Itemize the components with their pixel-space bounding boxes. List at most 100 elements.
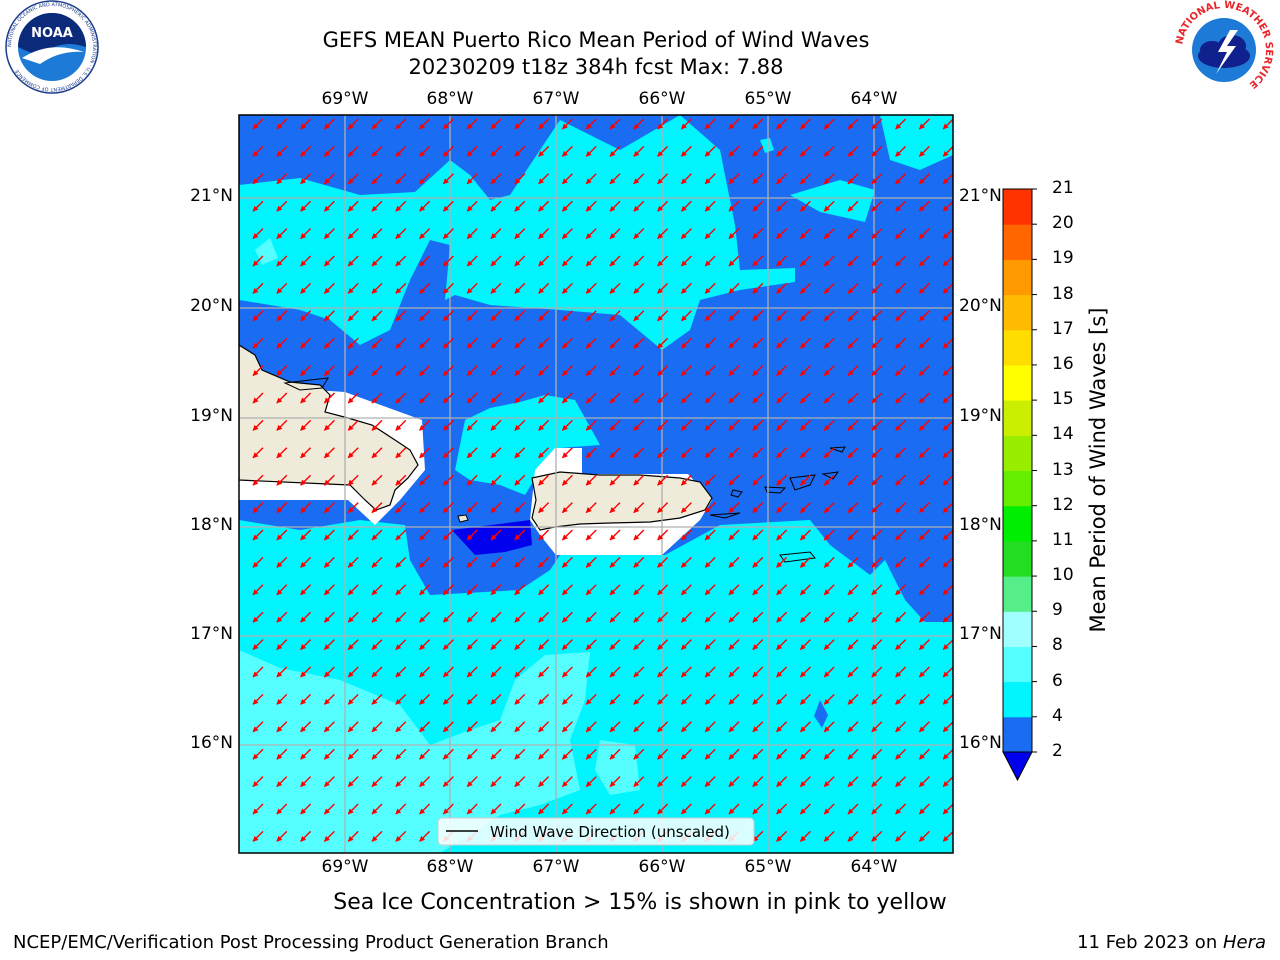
colorbar-tick-label: 6 [1052, 670, 1063, 691]
wind-wave-vector [252, 392, 264, 404]
wind-wave-vector [300, 419, 312, 431]
wind-wave-vector [823, 337, 835, 349]
colorbar-segment [1003, 435, 1032, 471]
wind-wave-vector [371, 830, 383, 842]
wind-wave-vector [752, 666, 764, 678]
wind-wave-vector [918, 803, 930, 815]
wind-wave-vector [871, 200, 883, 212]
wind-wave-vector [657, 474, 669, 486]
wind-wave-vector [871, 556, 883, 568]
wind-wave-vector [466, 392, 478, 404]
wind-wave-vector [657, 611, 669, 623]
wind-wave-vector [680, 721, 692, 733]
wind-wave-vector [728, 474, 740, 486]
wind-wave-vector [942, 365, 953, 377]
wind-wave-vector [561, 556, 573, 568]
wind-wave-vector [347, 803, 359, 815]
wind-wave-vector [657, 666, 669, 678]
wind-wave-vector [799, 365, 811, 377]
wind-wave-vector [776, 556, 788, 568]
wind-wave-vector [847, 255, 859, 267]
wind-wave-vector [609, 748, 621, 760]
wind-wave-vector [371, 611, 383, 623]
wind-wave-vector [680, 474, 692, 486]
wind-wave-vector [633, 419, 645, 431]
wind-wave-vector [323, 721, 335, 733]
wind-wave-vector [633, 584, 645, 596]
wind-wave-vector [728, 529, 740, 541]
wind-wave-vector [514, 118, 526, 130]
wind-wave-vector [395, 419, 407, 431]
wind-wave-vector [442, 584, 454, 596]
wind-wave-vector [704, 748, 716, 760]
lat-tick-right: 16°N [959, 733, 1002, 753]
wind-wave-vector [347, 255, 359, 267]
wind-wave-vector [942, 392, 953, 404]
wind-wave-vector [752, 776, 764, 788]
wind-wave-vector [347, 310, 359, 322]
wind-wave-vector [799, 282, 811, 294]
wind-wave-vector [585, 255, 597, 267]
wind-wave-vector [585, 118, 597, 130]
lon-tick-bottom: 65°W [744, 857, 792, 877]
wind-wave-vector [728, 776, 740, 788]
wind-wave-vector [561, 228, 573, 240]
wind-wave-vector [466, 228, 478, 240]
wind-wave-vector [871, 529, 883, 541]
colorbar-tick-label: 11 [1052, 529, 1074, 550]
wind-wave-vector [347, 693, 359, 705]
wind-wave-vector [276, 365, 288, 377]
wind-wave-vector [585, 447, 597, 459]
colorbar-segment [1003, 611, 1032, 647]
wind-wave-vector [585, 365, 597, 377]
wind-wave-vector [323, 693, 335, 705]
wind-wave-vector [680, 228, 692, 240]
wind-wave-vector [585, 721, 597, 733]
colorbar-segment [1003, 681, 1032, 718]
wind-wave-vector [347, 666, 359, 678]
wind-wave-vector [895, 748, 907, 760]
wind-wave-vector [514, 556, 526, 568]
wind-wave-vector [918, 693, 930, 705]
wind-wave-vector [728, 666, 740, 678]
wind-wave-vector [347, 830, 359, 842]
period-4-6-central-region [455, 395, 600, 495]
wind-wave-vector [752, 419, 764, 431]
wind-wave-vector [323, 748, 335, 760]
wind-wave-vector [276, 337, 288, 349]
wind-wave-vector [371, 502, 383, 514]
wind-wave-vector [776, 365, 788, 377]
wind-wave-vector [466, 474, 478, 486]
wind-wave-vector [276, 584, 288, 596]
wind-wave-vector [704, 337, 716, 349]
wind-wave-vector [895, 337, 907, 349]
wind-wave-vector [704, 502, 716, 514]
wind-wave-vector [442, 145, 454, 157]
wind-wave-vector [466, 365, 478, 377]
wind-wave-vector [823, 830, 835, 842]
footer-credit: NCEP/EMC/Verification Post Processing Pr… [13, 932, 609, 953]
wind-wave-vector [776, 776, 788, 788]
wind-wave-vector [323, 173, 335, 185]
wind-wave-vector [323, 556, 335, 568]
wind-wave-vector [276, 474, 288, 486]
colorbar-segment [1003, 259, 1032, 296]
wind-wave-vector [918, 310, 930, 322]
wind-wave-vector [704, 282, 716, 294]
wind-wave-vector [871, 310, 883, 322]
wind-wave-vector [680, 666, 692, 678]
wind-wave-vector [633, 721, 645, 733]
wind-wave-vector [776, 639, 788, 651]
wind-wave-vector [514, 337, 526, 349]
wind-wave-vector [823, 693, 835, 705]
wind-wave-vector [371, 419, 383, 431]
wind-wave-vector [609, 255, 621, 267]
wind-wave-vector [323, 584, 335, 596]
wind-wave-vector [561, 365, 573, 377]
wind-wave-vector [514, 529, 526, 541]
wind-wave-vector [871, 803, 883, 815]
wind-wave-vector [728, 502, 740, 514]
wind-wave-vector [490, 502, 502, 514]
wind-wave-vector [347, 173, 359, 185]
wind-wave-vector [395, 255, 407, 267]
